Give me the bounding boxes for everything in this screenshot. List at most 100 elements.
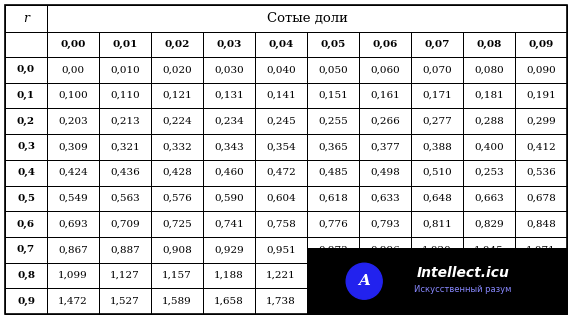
Text: 0,00: 0,00: [61, 65, 85, 74]
Bar: [359, 108, 411, 134]
Bar: [411, 263, 463, 288]
Text: 0,7: 0,7: [17, 245, 35, 254]
Bar: [307, 108, 359, 134]
Text: 0,741: 0,741: [214, 219, 244, 228]
Bar: [5, 237, 47, 263]
Bar: [359, 83, 411, 108]
Text: 1,83: 1,83: [321, 297, 344, 306]
Text: 0,321: 0,321: [110, 143, 140, 152]
Bar: [307, 211, 359, 237]
Text: 1,589: 1,589: [162, 297, 192, 306]
Bar: [255, 134, 307, 160]
Bar: [307, 57, 359, 83]
Bar: [359, 211, 411, 237]
Bar: [463, 57, 515, 83]
Text: 0,996: 0,996: [370, 245, 400, 254]
Text: 0,253: 0,253: [474, 168, 504, 177]
Bar: [359, 32, 411, 57]
Bar: [515, 134, 567, 160]
Text: 1,157: 1,157: [162, 271, 192, 280]
Text: 0,424: 0,424: [58, 168, 88, 177]
Bar: [255, 108, 307, 134]
Bar: [203, 263, 255, 288]
Bar: [255, 237, 307, 263]
Bar: [307, 32, 359, 57]
Bar: [151, 160, 203, 186]
Text: 1,738: 1,738: [266, 297, 296, 306]
Text: 0,040: 0,040: [266, 65, 296, 74]
Bar: [99, 83, 151, 108]
Bar: [411, 288, 463, 314]
Bar: [515, 211, 567, 237]
Bar: [515, 160, 567, 186]
Text: Сотые доли: Сотые доли: [267, 12, 347, 25]
Text: 0,460: 0,460: [214, 168, 244, 177]
Bar: [99, 134, 151, 160]
Bar: [255, 83, 307, 108]
Text: 0,03: 0,03: [216, 40, 241, 49]
Bar: [5, 32, 47, 57]
Bar: [203, 211, 255, 237]
Bar: [5, 186, 47, 211]
Bar: [99, 263, 151, 288]
Bar: [463, 237, 515, 263]
Text: 0,09: 0,09: [529, 40, 554, 49]
Bar: [515, 83, 567, 108]
Bar: [5, 160, 47, 186]
Text: 0,030: 0,030: [214, 65, 244, 74]
Text: 0,725: 0,725: [162, 219, 192, 228]
Bar: [359, 186, 411, 211]
Text: 0,224: 0,224: [162, 117, 192, 126]
Bar: [463, 263, 515, 288]
Text: 0,080: 0,080: [474, 65, 504, 74]
Bar: [255, 32, 307, 57]
Text: 0,973: 0,973: [318, 245, 348, 254]
Text: 0,151: 0,151: [318, 91, 348, 100]
Text: 0,191: 0,191: [526, 91, 556, 100]
Bar: [411, 32, 463, 57]
Bar: [463, 288, 515, 314]
Text: 1,527: 1,527: [110, 297, 140, 306]
Bar: [47, 108, 99, 134]
Bar: [99, 32, 151, 57]
Text: r: r: [23, 12, 29, 25]
Bar: [255, 160, 307, 186]
Text: 1,045: 1,045: [474, 245, 504, 254]
Bar: [463, 83, 515, 108]
Bar: [5, 57, 47, 83]
Bar: [203, 134, 255, 160]
Text: 0,02: 0,02: [164, 40, 190, 49]
Bar: [411, 57, 463, 83]
Text: 0,400: 0,400: [474, 143, 504, 152]
Text: 0,472: 0,472: [266, 168, 296, 177]
Bar: [203, 108, 255, 134]
Bar: [203, 57, 255, 83]
Text: 0,288: 0,288: [474, 117, 504, 126]
Text: 0,510: 0,510: [422, 168, 452, 177]
Bar: [307, 263, 359, 288]
Text: 0,663: 0,663: [474, 194, 504, 203]
Text: 0,05: 0,05: [320, 40, 345, 49]
Text: 0,693: 0,693: [58, 219, 88, 228]
Text: 0,867: 0,867: [58, 245, 88, 254]
Circle shape: [346, 263, 382, 299]
Bar: [203, 160, 255, 186]
Text: 0,234: 0,234: [214, 117, 244, 126]
Text: 0,266: 0,266: [370, 117, 400, 126]
Text: 0,436: 0,436: [110, 168, 140, 177]
Bar: [411, 237, 463, 263]
Bar: [359, 160, 411, 186]
Text: 0,08: 0,08: [476, 40, 502, 49]
Text: 0,2: 0,2: [17, 117, 35, 126]
Text: 1,020: 1,020: [422, 245, 452, 254]
Text: 0,8: 0,8: [17, 271, 35, 280]
Bar: [47, 160, 99, 186]
Text: 0,633: 0,633: [370, 194, 400, 203]
Bar: [203, 186, 255, 211]
Bar: [5, 5, 47, 32]
Text: 0,343: 0,343: [214, 143, 244, 152]
Text: 0,485: 0,485: [318, 168, 348, 177]
Text: 0,060: 0,060: [370, 65, 400, 74]
Text: 0,811: 0,811: [422, 219, 452, 228]
Text: 0,100: 0,100: [58, 91, 88, 100]
